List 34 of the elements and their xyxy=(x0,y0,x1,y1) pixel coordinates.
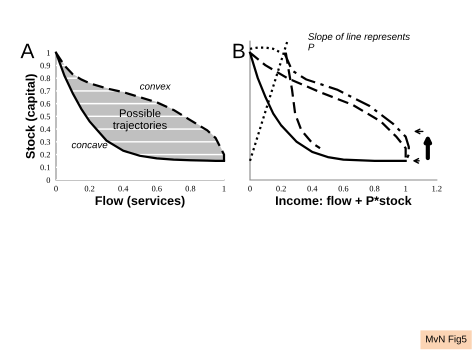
y-tick-label: 0.8 xyxy=(40,76,50,82)
y-tick-label: 0.1 xyxy=(40,164,50,170)
x-tick-label: 0.6 xyxy=(338,186,348,192)
x-tick-label: 1 xyxy=(404,186,408,192)
x-tick-label: 0.8 xyxy=(186,186,196,192)
y-tick-label: 1 xyxy=(47,50,50,56)
x-tick-label: 0.2 xyxy=(84,186,94,192)
x-axis-title: Income: flow + P*stock xyxy=(276,196,412,206)
x-tick-label: 0.4 xyxy=(307,186,318,192)
y-tick-label: 0.3 xyxy=(40,139,50,145)
y-tick-label: 0.5 xyxy=(40,114,50,120)
x-tick-label: 0.8 xyxy=(370,186,380,192)
x-tick-label: 0.2 xyxy=(276,186,286,192)
annotation: Slope of line represents P xyxy=(308,32,410,50)
y-tick-label: 0.6 xyxy=(40,100,50,107)
text: MvN Fig5 xyxy=(426,335,466,344)
x-tick-label: 0 xyxy=(248,186,252,192)
y-tick-label: 0.4 xyxy=(40,126,50,132)
annotation: Possible trajectories xyxy=(113,109,167,132)
x-tick-label: 0.6 xyxy=(152,186,162,192)
y-axis-title: Stock (capital) xyxy=(26,74,38,159)
x-tick-label: 1.2 xyxy=(432,186,442,192)
annotation: convex xyxy=(140,84,171,90)
x-axis-title: Flow (services) xyxy=(96,196,185,208)
y-tick-label: 0.9 xyxy=(40,62,50,68)
y-tick-label: 0.7 xyxy=(40,88,50,94)
annotation: concave xyxy=(72,142,108,148)
chart-title: B xyxy=(234,44,245,58)
x-tick-label: 1 xyxy=(222,186,226,192)
x-tick-label: 0.4 xyxy=(118,186,128,192)
y-tick-label: 0.2 xyxy=(40,152,50,158)
x-tick-label: 0 xyxy=(54,186,58,192)
chart-title: A xyxy=(20,44,34,58)
y-tick-label: 0 xyxy=(46,177,50,183)
